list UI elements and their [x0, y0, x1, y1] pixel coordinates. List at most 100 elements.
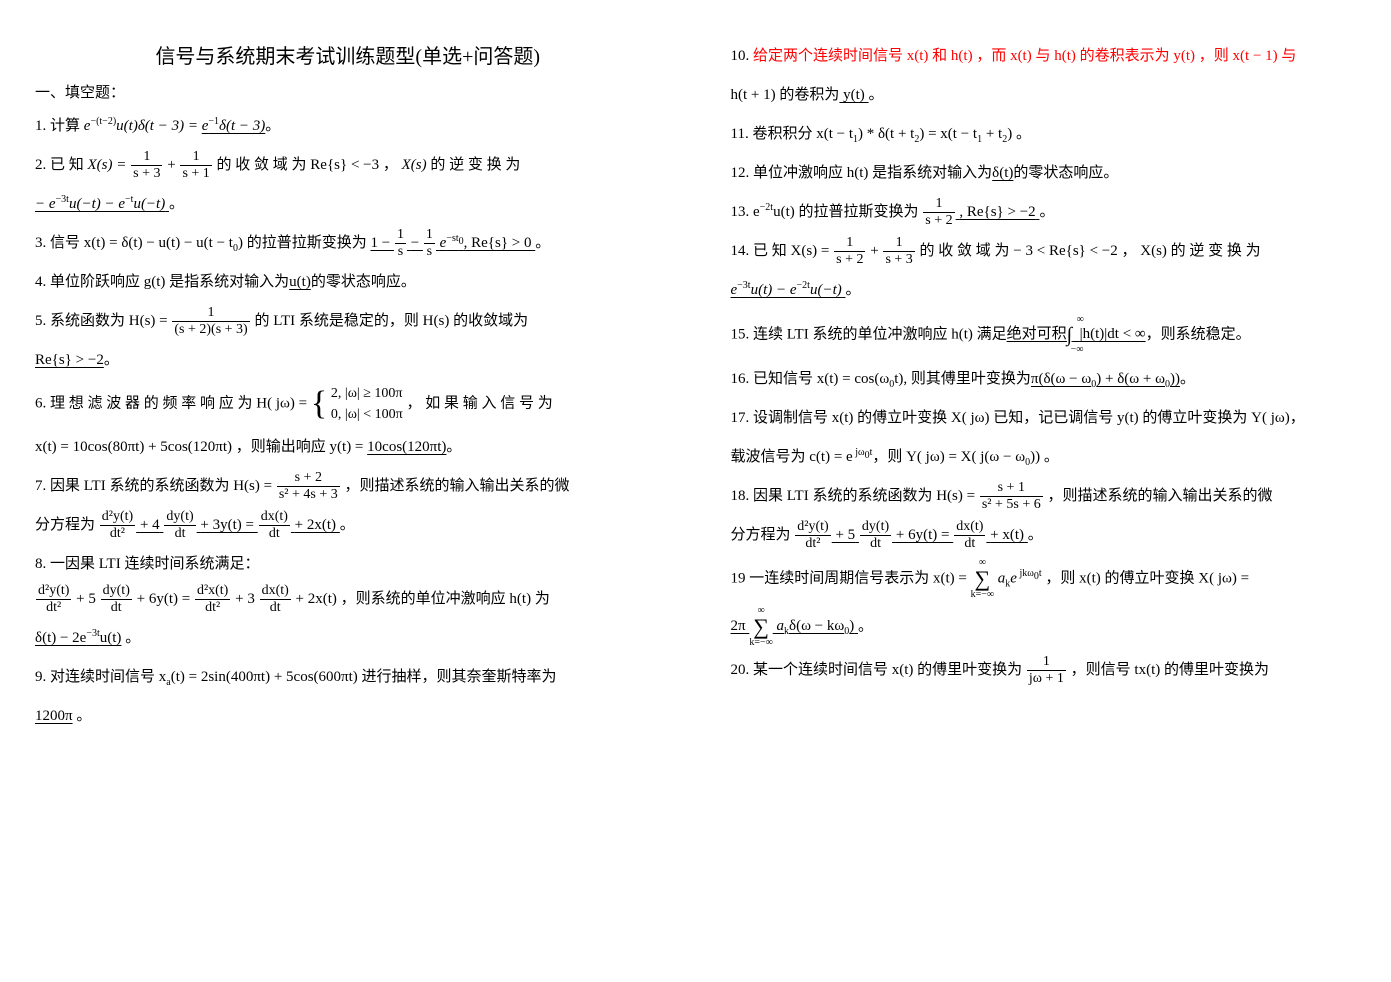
q18-e5d: dt — [954, 536, 985, 551]
q8-c2: −3t — [86, 628, 99, 639]
q17-b: 载波信号为 c(t) = e — [731, 449, 853, 465]
question-8: 8. 一因果 LTI 连续时间系统满足： — [35, 548, 661, 581]
q18-bn: s + 1 — [980, 481, 1043, 497]
brace-icon: { — [311, 385, 327, 422]
q8-b3d: dt — [101, 600, 132, 615]
q6-c2: 0, |ω| < 100π — [331, 407, 403, 422]
q3-b4d: s — [424, 244, 435, 259]
question-2-line2: − e−3tu(−t) − e−tu(−t) 。 — [35, 188, 661, 221]
q2-g5: u(−t) — [133, 196, 165, 212]
q2-h: 。 — [169, 196, 184, 212]
q2-g3: u(−t) − e — [69, 196, 125, 212]
q18-e1d: dt² — [795, 536, 830, 551]
question-15: 15. 连续 LTI 系统的单位冲激响应 h(t) 满足绝对可积∫∞−∞ |h(… — [731, 313, 1357, 357]
question-12: 12. 单位冲激响应 h(t) 是指系统对输入为δ(t)的零状态响应。 — [731, 157, 1357, 190]
q3-b7: , Re{s} > 0 — [464, 235, 532, 251]
q13-d2: , Re{s} > −2 — [959, 204, 1035, 220]
question-18: 18. 因果 LTI 系统的系统函数为 H(s) = s + 1s² + 5s … — [731, 480, 1357, 513]
q15-c1: ∫ — [1067, 324, 1072, 346]
q20-a: 20. 某一个连续时间信号 x(t) 的傅里叶变换为 — [731, 662, 1023, 678]
q18-f: 。 — [1028, 527, 1043, 543]
q18-e3n: dy(t) — [860, 520, 891, 536]
q7-c: ，则描述系统的输入输出关系的微 — [344, 478, 569, 494]
q8-b1d: dt² — [36, 600, 71, 615]
q12-c: 的零状态响应。 — [1013, 165, 1118, 181]
q11-e: ) = x(t − t — [919, 126, 977, 142]
q7-d: 分方程为 — [35, 517, 99, 533]
q6-g: 。 — [446, 439, 461, 455]
q8-a: 8. 一因果 LTI 连续时间系统满足： — [35, 556, 259, 572]
q3-b2n: 1 — [395, 228, 406, 244]
q5-a: 5. 系统函数为 H(s) = — [35, 313, 171, 329]
q18-e2: + 5 — [835, 527, 855, 543]
question-10: 10. 给定两个连续时间信号 x(t) 和 h(t) ，而 x(t) 与 h(t… — [731, 40, 1357, 73]
q1-d: u(t)δ(t − 3) = — [116, 118, 202, 134]
q6-d: ， 如 果 输 入 信 号 为 — [406, 395, 552, 411]
q18-e5n: dx(t) — [954, 520, 985, 536]
q8-b7d: dt — [260, 600, 291, 615]
q19-b3: e — [1010, 570, 1017, 586]
q18-c: ，则描述系统的输入输出关系的微 — [1047, 488, 1272, 504]
q14-d3: u(t) − e — [751, 282, 797, 298]
q9-c: 。 — [73, 708, 92, 724]
question-7: 7. 因果 LTI 系统的系统函数为 H(s) = s + 2s² + 4s +… — [35, 470, 661, 503]
q17-d: ，则 Y( jω) = X( j(ω − ω — [872, 449, 1025, 465]
q13-e: 。 — [1039, 204, 1054, 220]
question-3: 3. 信号 x(t) = δ(t) − u(t) − u(t − t0) 的拉普… — [35, 227, 661, 260]
q1-end: 。 — [265, 118, 280, 134]
q8-c: δ(t) − 2e — [35, 630, 86, 646]
q11-g: + t — [982, 126, 1002, 142]
question-5-line2: Re{s} > −2。 — [35, 344, 661, 377]
q14-b1n: 1 — [834, 236, 865, 252]
q8-c3: u(t) — [100, 630, 122, 646]
q3-b1: 1 − — [370, 235, 393, 251]
sum-icon-2: ∞ ∑ k=−∞ — [749, 606, 772, 648]
q19-c: ，则 x(t) 的傅立叶变换 X( jω) = — [1045, 570, 1249, 586]
sigma-icon-2: ∑ — [749, 616, 772, 638]
q10-e: 。 — [869, 87, 884, 103]
q3-a3: ) 的拉普拉斯变换为 — [238, 235, 367, 251]
q7-e1n: d²y(t) — [100, 510, 135, 526]
q18-e6: + x(t) — [990, 527, 1024, 543]
q8-b6: + 3 — [235, 591, 255, 607]
q17-c: jω — [853, 447, 865, 458]
q5-e: 。 — [104, 352, 119, 368]
q13-c: u(t) 的拉普拉斯变换为 — [773, 204, 918, 220]
q3-a: 3. 信号 x(t) = δ(t) − u(t) − u(t − t — [35, 235, 233, 251]
q20-bd: jω + 1 — [1027, 671, 1066, 686]
question-16: 16. 已知信号 x(t) = cos(ω0t), 则其傅里叶变换为π(δ(ω … — [731, 363, 1357, 396]
q2-plus: + — [167, 157, 179, 173]
q10-d: y(t) — [839, 87, 868, 103]
question-13: 13. e−2tu(t) 的拉普拉斯变换为 1s + 2 , Re{s} > −… — [731, 196, 1357, 229]
q13-b: −2t — [760, 202, 773, 213]
q19-b4: jkω — [1017, 568, 1034, 579]
q16-f: ) + δ(ω + ω — [1096, 371, 1165, 387]
left-column: 信号与系统期末考试训练题型(单选+问答题) 一、填空题： 1. 计算 e−(t−… — [0, 0, 696, 982]
q9-b: 1200π — [35, 708, 73, 724]
sum-icon: ∞ ∑ k=−∞ — [971, 558, 994, 600]
q11-c: ) * δ(t + t — [858, 126, 914, 142]
q8-b3n: dy(t) — [101, 584, 132, 600]
q14-a: 14. 已 知 X(s) = — [731, 243, 834, 259]
q2-g1: − e — [35, 196, 56, 212]
q1-ans-exp: −1 — [208, 116, 219, 127]
q13-d1n: 1 — [923, 197, 954, 213]
q3-c: 。 — [535, 235, 550, 251]
q4-b: u(t) — [289, 274, 311, 290]
q3-b3: − — [411, 235, 423, 251]
q5-d: Re{s} > −2 — [35, 352, 104, 368]
sigma-icon: ∑ — [971, 568, 994, 590]
question-8-line2: d²y(t)dt² + 5 dy(t)dt + 6y(t) = d²x(t)dt… — [35, 583, 661, 616]
q19-d1: 2π — [731, 618, 746, 634]
question-4: 4. 单位阶跃响应 g(t) 是指系统对输入为u(t)的零状态响应。 — [35, 266, 661, 299]
question-18-line2: 分方程为 d²y(t)dt² + 5 dy(t)dt + 6y(t) = dx(… — [731, 519, 1357, 552]
question-19-line2: 2π ∞ ∑ k=−∞ akδ(ω − kω0) 。 — [731, 606, 1357, 648]
q2-f: 的 逆 变 换 为 — [430, 157, 520, 173]
q16-h: )) — [1170, 371, 1180, 387]
q18-bd: s² + 5s + 6 — [980, 497, 1043, 512]
q17-a: 17. 设调制信号 x(t) 的傅立叶变换 X( jω) 已知，记已调信号 y(… — [731, 410, 1305, 426]
question-17-line2: 载波信号为 c(t) = e jω0t，则 Y( jω) = X( j(ω − … — [731, 441, 1357, 474]
q8-b7n: dx(t) — [260, 584, 291, 600]
q13-d1d: s + 2 — [923, 213, 954, 228]
q2-g2: −3t — [56, 194, 69, 205]
